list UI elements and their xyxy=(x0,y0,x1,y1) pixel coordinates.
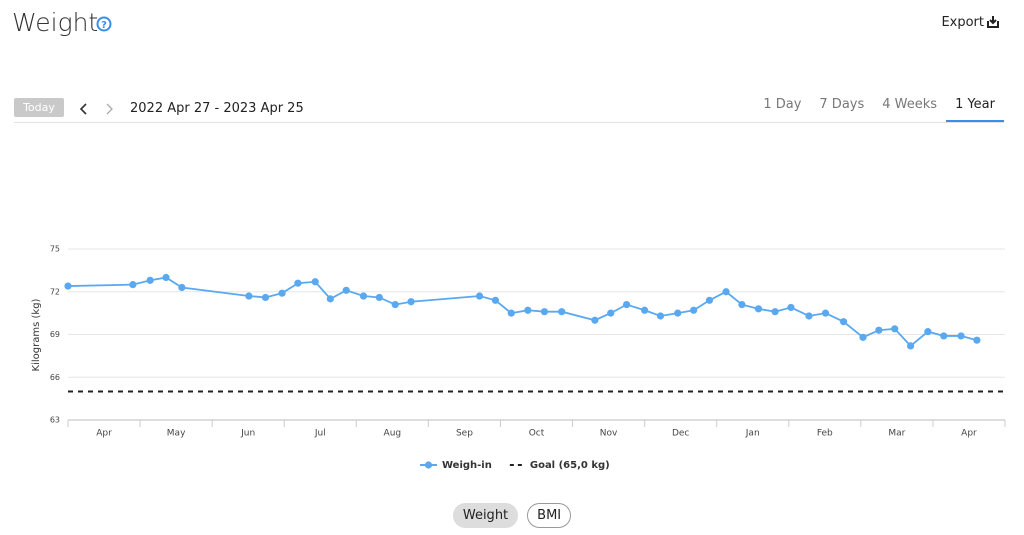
data-point xyxy=(607,309,615,317)
data-point xyxy=(722,288,730,296)
data-point xyxy=(507,309,515,317)
chart: Kilograms (kg) 63 66 69 72 75 Apr May Jun Jul Aug… xyxy=(31,245,1006,471)
tab[interactable]: 1 Year xyxy=(946,97,1004,122)
tab[interactable]: 4 Weeks xyxy=(882,97,938,112)
data-point xyxy=(738,300,746,309)
x-tick-label: Oct xyxy=(529,429,545,439)
x-tick-label: Sep xyxy=(456,429,473,439)
data-point xyxy=(771,308,779,316)
data-point xyxy=(875,326,883,334)
data-point xyxy=(821,309,830,317)
data-point xyxy=(375,293,383,302)
data-point xyxy=(591,316,599,324)
data-point xyxy=(891,325,899,333)
today-button[interactable]: Today xyxy=(14,98,64,117)
data-point xyxy=(407,298,415,306)
y-tick-label: 63 xyxy=(50,416,60,425)
data-point xyxy=(705,296,714,304)
x-tick-label: Feb xyxy=(817,429,833,439)
data-point xyxy=(245,292,253,300)
y-tick-label: 69 xyxy=(50,330,60,339)
x-tick-label: Mar xyxy=(888,429,905,439)
data-point xyxy=(957,332,965,340)
period-tabs: 1 Day 7 Days 4 Weeks 1 Year xyxy=(754,97,1004,122)
data-point xyxy=(162,273,170,282)
help-icon[interactable]: ? xyxy=(96,16,112,32)
data-point xyxy=(690,306,698,314)
y-axis-title: Kilograms (kg) xyxy=(31,298,42,371)
legend-label: Weigh-in xyxy=(442,460,492,471)
date-range: 2022 Apr 27 - 2023 Apr 25 xyxy=(130,101,304,116)
toggle-button[interactable]: Weight xyxy=(452,503,519,528)
divider xyxy=(14,122,1004,123)
x-tick-label: Nov xyxy=(600,429,618,439)
data-point xyxy=(859,333,867,341)
x-tick-label: Aug xyxy=(384,429,402,439)
date-nav[interactable] xyxy=(76,101,121,117)
data-point xyxy=(129,281,137,289)
data-point xyxy=(839,318,848,326)
data-point xyxy=(278,289,286,297)
data-point xyxy=(805,312,813,320)
x-tick-label: May xyxy=(167,429,186,439)
data-point xyxy=(178,283,186,292)
data-point xyxy=(146,276,154,284)
y-tick-label: 75 xyxy=(50,245,60,254)
tab[interactable]: 7 Days xyxy=(819,97,865,112)
data-point xyxy=(475,292,484,300)
data-point xyxy=(674,309,682,317)
weight-line xyxy=(67,276,978,348)
data-point xyxy=(973,336,981,344)
export-icon[interactable] xyxy=(986,15,1000,29)
data-point xyxy=(261,293,270,302)
data-point xyxy=(491,296,500,304)
legend-label: Goal (65,0 kg) xyxy=(530,460,610,471)
y-tick-label: 66 xyxy=(50,373,60,382)
data-point xyxy=(940,332,948,340)
x-tick-label: Apr xyxy=(96,429,112,439)
data-point xyxy=(641,306,649,314)
data-point xyxy=(64,282,72,290)
y-tick-label: 72 xyxy=(50,287,60,296)
data-point xyxy=(294,279,302,287)
toggle-button[interactable]: BMI xyxy=(527,503,572,528)
data-point xyxy=(754,305,763,313)
x-tick-label: Jul xyxy=(314,429,326,439)
export-button[interactable]: Export xyxy=(941,15,984,30)
data-point xyxy=(558,308,566,316)
x-tick-label: Apr xyxy=(961,429,977,439)
data-point xyxy=(787,303,795,312)
tab[interactable]: 1 Day xyxy=(763,97,802,112)
data-point xyxy=(906,342,915,350)
legend-swatch xyxy=(424,461,433,469)
data-point xyxy=(540,308,549,316)
data-point xyxy=(311,278,319,286)
metric-toggle: Weight BMI xyxy=(0,503,1024,528)
x-tick-label: Jan xyxy=(745,429,760,439)
x-tick-label: Jun xyxy=(240,429,255,439)
data-point xyxy=(924,328,932,336)
data-point xyxy=(342,286,350,294)
data-point xyxy=(656,312,665,320)
data-point xyxy=(359,292,368,300)
data-point xyxy=(622,300,631,309)
svg-text:?: ? xyxy=(101,20,107,31)
x-tick-label: Dec xyxy=(672,429,689,439)
page-title: Weight xyxy=(12,8,99,37)
data-point xyxy=(326,295,334,303)
data-point xyxy=(391,300,399,309)
data-point xyxy=(524,306,532,314)
